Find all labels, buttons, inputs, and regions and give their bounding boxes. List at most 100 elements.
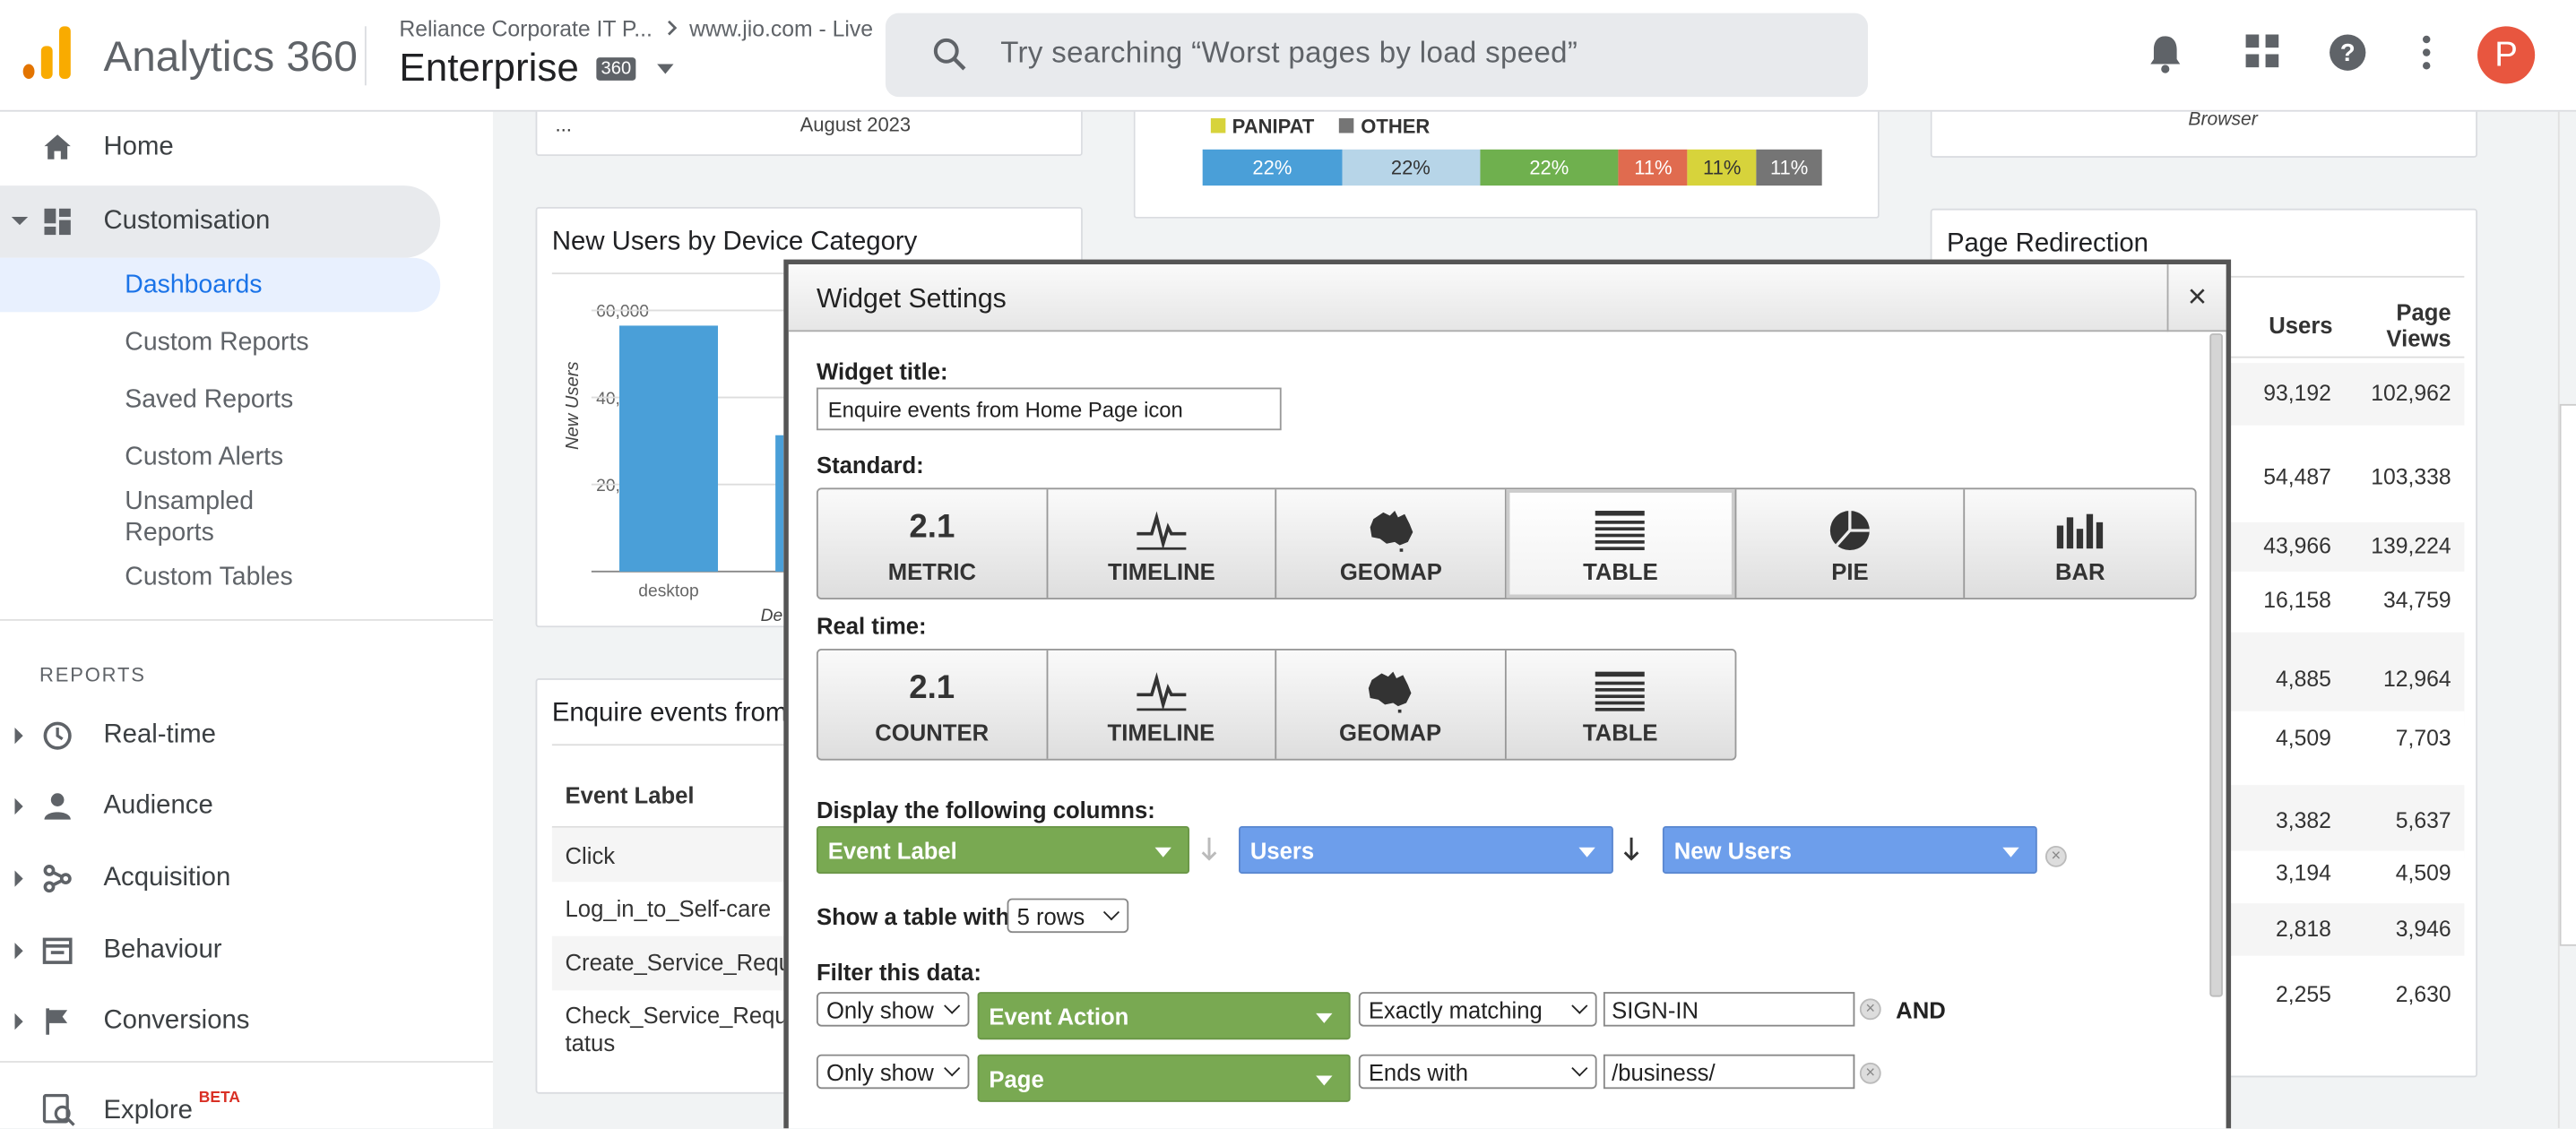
- sort-arrow-icon[interactable]: [1621, 836, 1641, 870]
- breadcrumb-account[interactable]: Reliance Corporate IT P...: [399, 16, 653, 41]
- sidebar-divider: [0, 1061, 493, 1063]
- chevron-down-icon: [1571, 1060, 1588, 1077]
- table-icon: [1506, 670, 1735, 713]
- expand-caret-icon[interactable]: [14, 870, 23, 887]
- standard-timeline-button[interactable]: TIMELINE: [1048, 489, 1277, 599]
- widget-title-input[interactable]: Enquire events from Home Page icon: [816, 387, 1282, 431]
- realtime-timeline-button[interactable]: TIMELINE: [1047, 650, 1277, 759]
- page-scrollbar[interactable]: [2557, 111, 2576, 1129]
- counter-icon: 2.1: [909, 669, 955, 707]
- bar-desktop[interactable]: [619, 325, 718, 572]
- chevron-down-icon: [1102, 904, 1120, 921]
- standard-metric-button[interactable]: 2.1 METRIC: [818, 489, 1048, 599]
- dropdown-arrow-icon: [1154, 847, 1171, 858]
- sidebar-item-unsampled-reports-2[interactable]: Reports: [125, 519, 214, 547]
- top-middle-card: PANIPAT OTHER 22% 22% 22% 11% 11% 11%: [1133, 91, 1880, 219]
- users-cell: 43,966: [2263, 533, 2331, 559]
- breadcrumb[interactable]: Reliance Corporate IT P... www.jio.com -…: [399, 16, 873, 40]
- expand-caret-icon[interactable]: [14, 943, 23, 960]
- expand-caret-icon[interactable]: [14, 1013, 23, 1030]
- filter-dimension-select[interactable]: Event Action: [977, 992, 1351, 1040]
- column-header: Event Label: [565, 781, 695, 808]
- search-input[interactable]: Try searching “Worst pages by load speed…: [1000, 36, 1578, 69]
- realtime-table-button[interactable]: TABLE: [1506, 651, 1735, 759]
- realtime-label: Real time:: [816, 612, 927, 640]
- realtime-geomap-button[interactable]: GEOMAP: [1276, 650, 1506, 759]
- sort-arrow-icon[interactable]: [1199, 836, 1219, 870]
- sidebar-item-customisation[interactable]: Customisation: [0, 185, 441, 258]
- expand-caret-icon[interactable]: [14, 797, 23, 815]
- chevron-down-icon[interactable]: [656, 64, 673, 74]
- notifications-icon[interactable]: [2146, 33, 2189, 76]
- apps-grid-icon[interactable]: [2244, 33, 2287, 76]
- sidebar-item-unsampled-reports[interactable]: Unsampled: [125, 487, 255, 516]
- expand-caret-icon[interactable]: [14, 727, 23, 745]
- standard-pie-button[interactable]: PIE: [1736, 489, 1966, 599]
- type-label: METRIC: [887, 558, 977, 585]
- filter-mode-select[interactable]: Only show: [816, 1054, 970, 1090]
- table-cell: Click: [565, 842, 616, 869]
- dialog-header[interactable]: Widget Settings ×: [788, 264, 2226, 332]
- scrollbar-thumb[interactable]: [2559, 403, 2576, 946]
- filter-condition-select[interactable]: Ends with: [1358, 1054, 1597, 1090]
- filter-value-input[interactable]: /business/: [1603, 1054, 1855, 1090]
- sidebar-item-conversions[interactable]: Conversions: [0, 988, 493, 1054]
- sidebar-item-custom-tables[interactable]: Custom Tables: [125, 563, 293, 591]
- sidebar-item-custom-reports[interactable]: Custom Reports: [125, 328, 309, 357]
- avatar[interactable]: P: [2477, 26, 2536, 84]
- users-cell: 4,509: [2275, 725, 2331, 750]
- dialog-scrollbar[interactable]: [2208, 333, 2226, 997]
- sidebar-item-dashboards[interactable]: Dashboards: [0, 257, 441, 313]
- standard-bar-button[interactable]: BAR: [1966, 489, 2195, 598]
- app-name: Analytics 360: [103, 30, 358, 81]
- legend-swatch: [1210, 117, 1226, 134]
- remove-filter-icon[interactable]: ×: [1859, 998, 1881, 1021]
- remove-filter-icon[interactable]: ×: [1859, 1062, 1881, 1084]
- type-label: GEOMAP: [1339, 719, 1442, 746]
- standard-geomap-button[interactable]: GEOMAP: [1277, 489, 1507, 599]
- avatar-letter: P: [2494, 36, 2518, 74]
- remove-column-icon[interactable]: ×: [2044, 845, 2067, 867]
- sidebar-item-audience[interactable]: Audience: [0, 773, 493, 839]
- scrollbar-thumb[interactable]: [2209, 333, 2223, 997]
- filter-value: /business/: [1612, 1059, 1716, 1086]
- pageviews-cell: 34,759: [2383, 588, 2451, 613]
- rows-select[interactable]: 5 rows: [1007, 898, 1129, 934]
- rows-label: Show a table with: [816, 903, 1010, 930]
- filter-dimension-value: Event Action: [989, 1003, 1129, 1030]
- sidebar-item-explore[interactable]: Explore BETA: [0, 1074, 493, 1128]
- sidebar-item-behaviour[interactable]: Behaviour: [0, 918, 493, 984]
- home-icon: [43, 133, 73, 162]
- filter-mode-select[interactable]: Only show: [816, 992, 970, 1027]
- sidebar-item-acquisition[interactable]: Acquisition: [0, 846, 493, 911]
- expand-caret-icon[interactable]: [11, 216, 29, 226]
- analytics-logo[interactable]: [22, 26, 73, 79]
- sidebar-item-home[interactable]: Home: [0, 115, 493, 180]
- pageviews-cell: 3,946: [2395, 916, 2451, 942]
- close-button[interactable]: ×: [2166, 264, 2226, 332]
- standard-label: Standard:: [816, 452, 924, 478]
- help-icon[interactable]: ?: [2328, 33, 2371, 76]
- realtime-counter-button[interactable]: 2.1 COUNTER: [818, 650, 1048, 759]
- more-vert-icon[interactable]: [2410, 33, 2453, 76]
- column-select-users[interactable]: Users: [1239, 825, 1613, 875]
- column-select-event-label[interactable]: Event Label: [816, 825, 1190, 875]
- breadcrumb-property[interactable]: www.jio.com - Live: [689, 16, 874, 41]
- column-header-pageviews-2: Views: [2386, 324, 2451, 352]
- widget-title-label: Widget title:: [816, 358, 948, 384]
- filter-label: Filter this data:: [816, 959, 981, 986]
- sidebar-item-saved-reports[interactable]: Saved Reports: [125, 385, 294, 414]
- type-label: TABLE: [1583, 558, 1658, 585]
- type-label: TABLE: [1582, 719, 1658, 746]
- filter-dimension-select[interactable]: Page: [977, 1054, 1351, 1102]
- view-selector[interactable]: Enterprise 360: [399, 46, 673, 95]
- column-select-new-users[interactable]: New Users: [1662, 825, 2037, 875]
- standard-table-button[interactable]: TABLE: [1506, 489, 1736, 599]
- filter-condition-select[interactable]: Exactly matching: [1358, 992, 1597, 1027]
- sidebar-item-realtime[interactable]: Real-time: [0, 702, 493, 768]
- x-tick-label: De: [761, 607, 783, 625]
- filter-value-input[interactable]: SIGN-IN: [1603, 992, 1855, 1027]
- sidebar-item-custom-alerts[interactable]: Custom Alerts: [125, 443, 284, 472]
- filter-condition-value: Ends with: [1368, 1059, 1469, 1086]
- search-box[interactable]: Try searching “Worst pages by load speed…: [885, 13, 1869, 98]
